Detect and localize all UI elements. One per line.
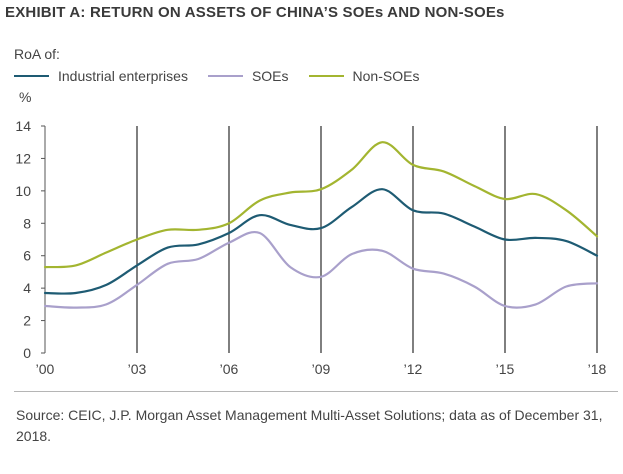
legend-header: RoA of:	[14, 46, 60, 62]
legend-item-non-soes: Non-SOEs	[308, 68, 420, 84]
series-line-industrial	[43, 188, 599, 295]
chart-legend: Industrial enterprises SOEs Non-SOEs	[14, 66, 439, 86]
x-tick-label: ’00	[36, 361, 55, 377]
legend-item-industrial: Industrial enterprises	[14, 68, 188, 84]
y-axis-unit: %	[19, 89, 32, 105]
y-tick-label: 10	[15, 183, 31, 199]
y-tick-label: 14	[15, 118, 31, 134]
x-tick-label: ’18	[588, 361, 607, 377]
source-note: Source: CEIC, J.P. Morgan Asset Manageme…	[16, 407, 603, 444]
legend-label: SOEs	[251, 68, 289, 84]
series-line-non-soes	[43, 141, 599, 269]
x-tick-label: ’09	[312, 361, 331, 377]
legend-swatch	[14, 75, 49, 77]
y-tick-label: 6	[23, 248, 31, 264]
x-tick-label: ’06	[220, 361, 239, 377]
chart-title: EXHIBIT A: RETURN ON ASSETS OF CHINA’S S…	[5, 4, 505, 21]
x-tick-label: ’15	[496, 361, 515, 377]
legend-label: Non-SOEs	[352, 68, 420, 84]
legend-swatch	[308, 75, 344, 77]
x-tick-label: ’03	[128, 361, 147, 377]
y-tick-label: 4	[23, 280, 31, 296]
legend-label: Industrial enterprises	[58, 68, 188, 84]
y-tick-label: 0	[23, 345, 31, 361]
x-tick-label: ’12	[404, 361, 423, 377]
legend-item-soes: SOEs	[207, 68, 289, 84]
y-tick-label: 2	[23, 313, 31, 329]
legend-swatch	[207, 75, 243, 77]
series-line-soes	[43, 230, 599, 309]
y-tick-label: 8	[23, 215, 31, 231]
y-tick-label: 12	[15, 150, 31, 166]
footer-divider	[14, 391, 618, 392]
